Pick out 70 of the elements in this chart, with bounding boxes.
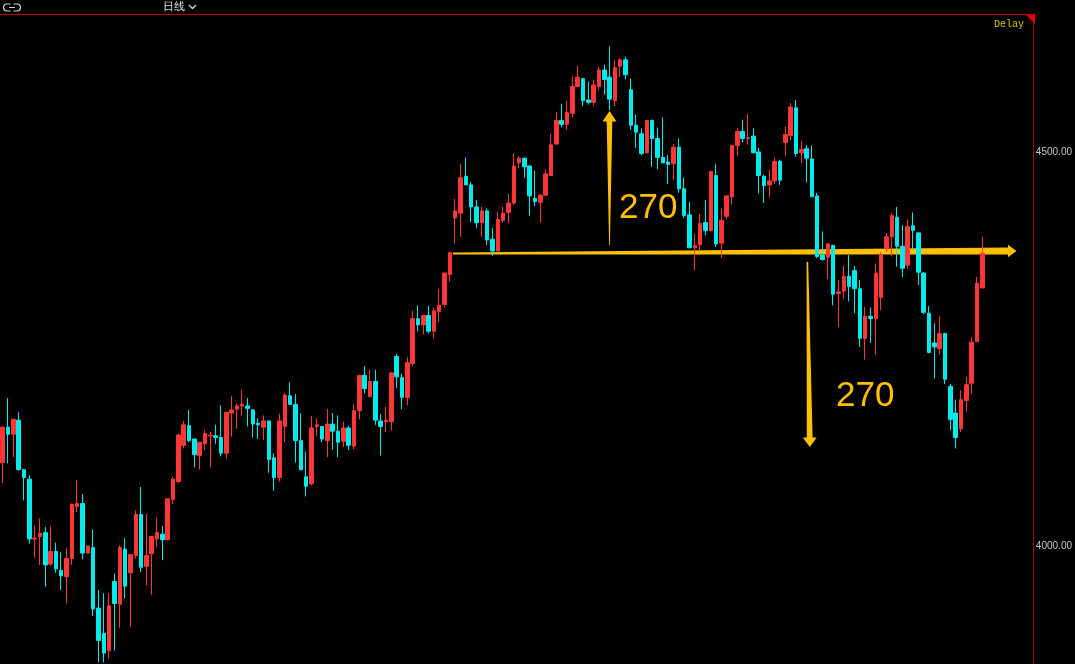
candlestick (911, 211, 915, 251)
candlestick (0, 425, 5, 484)
candlestick (480, 206, 484, 238)
candlestick (623, 56, 628, 81)
candlestick (38, 517, 42, 566)
candlestick (719, 208, 724, 259)
candlestick (32, 525, 37, 559)
candlestick (315, 418, 319, 437)
y-tick-label: 4000.00 (1035, 539, 1073, 551)
candlestick (868, 307, 873, 344)
candlestick (362, 365, 367, 394)
candlestick (346, 425, 351, 451)
candlestick (139, 486, 143, 573)
candlestick (703, 199, 708, 236)
candlestick (144, 513, 149, 586)
candlestick (671, 143, 676, 181)
candlestick (693, 233, 697, 271)
candlestick (309, 415, 314, 486)
candlestick (43, 526, 48, 588)
candlestick (831, 244, 835, 306)
candlestick (341, 421, 346, 448)
candlestick (59, 551, 63, 591)
candlestick (905, 219, 910, 270)
candlestick (826, 242, 830, 280)
annotation: 270 (836, 374, 895, 413)
candlestick (118, 544, 122, 629)
candlestick (698, 213, 702, 251)
candlestick (762, 174, 766, 204)
candlestick (709, 170, 713, 232)
candlestick (160, 525, 165, 561)
candlestick (517, 156, 521, 169)
candlestick (54, 542, 58, 574)
candlestick (613, 60, 617, 107)
y-tick-label: 4500.00 (1035, 146, 1073, 158)
candlestick (863, 306, 867, 361)
candlestick (799, 140, 804, 164)
candlestick (325, 408, 330, 458)
candlestick (107, 592, 111, 659)
candlestick (27, 474, 32, 545)
candlestick (533, 170, 537, 207)
candlestick (320, 425, 324, 443)
candlestick (304, 451, 308, 497)
candlestick (794, 99, 798, 158)
candlestick (426, 305, 431, 335)
candlestick (6, 397, 10, 464)
candlestick (645, 119, 649, 154)
candlestick (639, 127, 644, 156)
candlestick (416, 304, 420, 332)
candlestick (969, 336, 974, 395)
candlestick (943, 333, 947, 385)
candlestick (618, 57, 622, 78)
candlestick (86, 545, 90, 555)
candlestick (80, 493, 85, 560)
annotation: 270 (619, 186, 678, 225)
annotation: Delay (993, 19, 1024, 30)
candlestick (48, 525, 53, 567)
candlestick (123, 537, 127, 600)
candlestick (714, 163, 718, 248)
candlestick (261, 414, 266, 441)
candlestick (746, 113, 750, 146)
candlestick (937, 315, 942, 356)
candlestick (421, 314, 426, 335)
candlestick (559, 103, 564, 128)
chart-subtitle: 日线 (163, 0, 185, 13)
candlestick (778, 159, 782, 186)
candlestick (740, 119, 745, 143)
candlestick (112, 573, 117, 652)
candlestick (11, 418, 16, 458)
candlestick (245, 397, 250, 427)
candlestick (368, 369, 372, 398)
